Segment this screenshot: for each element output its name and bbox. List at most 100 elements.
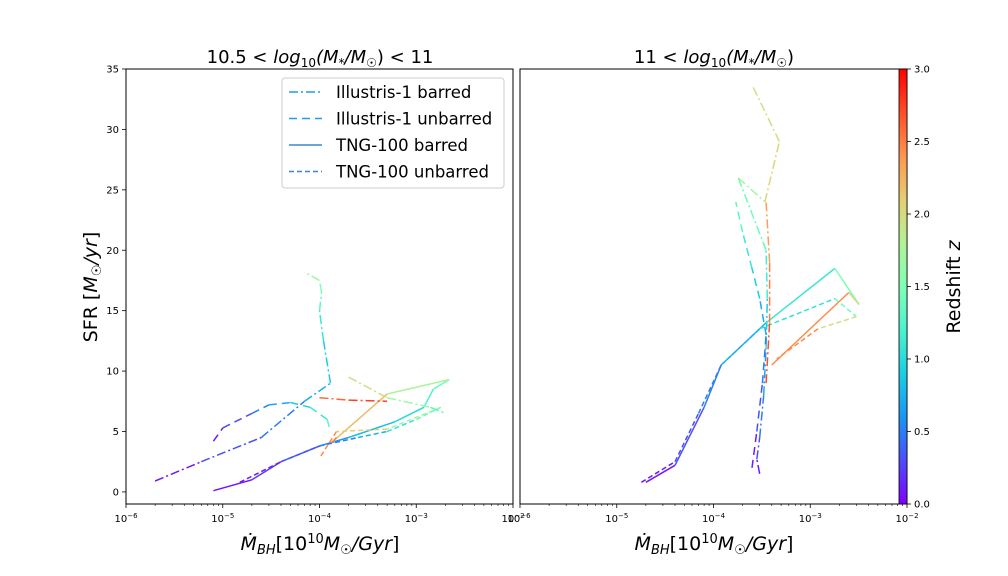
right-axes-frame	[519, 68, 908, 505]
series-3-segment	[817, 315, 857, 330]
left-panel: 10.5 < log10(M*/M☉) < 11 05101520253035 …	[80, 47, 531, 558]
legend-label-1: Illustris-1 unbarred	[336, 110, 492, 129]
series-1-segment	[758, 298, 767, 335]
series-1-segment	[735, 201, 744, 233]
series-2-segment	[674, 406, 705, 466]
right-plot-lines	[641, 84, 860, 483]
series-3-segment	[697, 364, 722, 414]
series-2-segment	[348, 421, 396, 439]
series-0-segment	[304, 382, 331, 402]
series-2-segment	[213, 479, 253, 492]
series-0-segment	[756, 459, 761, 474]
x-tick-label: 10−4	[702, 512, 726, 525]
left-x-ticks: 10−6 10−5 10−4 10−3 10−210−6	[114, 504, 531, 525]
x-tick-label: 10−3	[799, 512, 822, 525]
series-2-segment	[432, 378, 450, 390]
series-1-segment	[761, 334, 767, 384]
series-3-segment	[674, 413, 700, 463]
y-tick-label: 35	[106, 65, 119, 76]
series-1-segment	[268, 401, 291, 406]
colorbar-tick-label: 1.5	[914, 282, 930, 293]
y-tick-label: 25	[106, 185, 119, 196]
x-tick-label: 10−4	[308, 512, 332, 525]
series-1-segment	[222, 412, 253, 429]
series-0-segment	[201, 436, 262, 463]
series-5-segment	[348, 376, 388, 399]
legend-box	[281, 77, 505, 189]
series-5-segment	[386, 396, 431, 409]
series-3-segment	[336, 428, 388, 433]
x-tick-label: 10−5	[211, 512, 234, 525]
series-0-segment	[765, 250, 769, 299]
series-0-segment	[318, 292, 323, 311]
series-2-segment	[645, 464, 676, 483]
series-2-segment	[394, 406, 425, 423]
colorbar-tick-label: 3.0	[914, 65, 930, 76]
series-0-segment	[318, 280, 323, 293]
series-3-segment	[776, 328, 819, 360]
series-1-segment	[212, 427, 224, 442]
x-tick-label: 10−3	[405, 512, 428, 525]
series-3-segment	[834, 298, 857, 318]
series-2-segment	[703, 364, 722, 408]
series-3-segment	[319, 436, 359, 447]
colorbar-tick-label: 2.5	[914, 137, 930, 148]
y-tick-label: 15	[106, 306, 119, 317]
x-tick-label: 10−6	[114, 512, 138, 525]
legend-label-2: TNG-100 barred	[335, 136, 468, 155]
series-0-segment	[756, 437, 761, 460]
series-2-segment	[386, 378, 450, 395]
series-0-segment	[322, 340, 332, 384]
series-0-segment	[304, 271, 320, 282]
x-tick-label-overlap: 10−6	[507, 512, 531, 525]
series-0-segment	[154, 461, 202, 482]
colorbar: 0.0 0.5 1.0 1.5 2.0 2.5 3.0 Redshift z	[898, 65, 965, 511]
series-3-segment	[357, 430, 388, 439]
series-1-segment	[751, 431, 758, 468]
series-4-segment	[319, 396, 349, 401]
colorbar-label: Redshift z	[943, 239, 965, 333]
series-3-segment	[759, 297, 836, 330]
series-1-segment	[741, 231, 753, 269]
series-2-segment	[834, 267, 860, 306]
colorbar-tick-label: 1.0	[914, 355, 930, 366]
series-3-segment	[720, 328, 761, 366]
legend: Illustris-1 barred Illustris-1 unbarred TN…	[281, 77, 505, 189]
series-2-segment	[848, 292, 860, 306]
series-2-segment	[330, 393, 388, 445]
y-tick-label: 30	[106, 125, 119, 136]
left-panel-title: 10.5 < log10(M*/M☉) < 11	[207, 47, 434, 70]
x-tick-label: 10−2	[501, 512, 524, 525]
colorbar-tick-label: 0.0	[914, 500, 930, 511]
series-4-segment	[348, 399, 388, 403]
series-1-segment	[326, 419, 332, 432]
series-3-segment	[318, 431, 338, 459]
x-tick-label: 10−2	[895, 512, 918, 525]
y-tick-label: 20	[106, 246, 119, 257]
series-3-segment	[280, 445, 320, 463]
series-3-segment	[415, 406, 442, 421]
series-0-segment	[762, 346, 767, 396]
y-tick-label: 0	[113, 487, 119, 498]
series-1-segment	[756, 383, 764, 432]
left-y-ticks: 0 5 10 15 20 25 30 35	[106, 65, 126, 498]
x-tick-label: 10−5	[605, 512, 628, 525]
series-2-segment	[319, 436, 349, 447]
right-panel: 11 < log10(M*/M☉) 10−5 10−4 10−3 10−2 ṀBH[1…	[519, 47, 919, 558]
y-tick-label: 5	[113, 427, 119, 438]
right-panel-title: 11 < log10(M*/M☉)	[634, 47, 794, 70]
series-3-segment	[386, 406, 442, 430]
series-2-segment	[765, 267, 836, 324]
left-x-axis-label: ṀBH[1010M☉/Gyr]	[241, 532, 400, 558]
series-0-segment	[751, 84, 781, 142]
left-plot-lines	[154, 271, 450, 492]
legend-label-0: Illustris-1 barred	[336, 83, 471, 102]
series-0-segment	[737, 177, 766, 203]
colorbar-gradient	[898, 68, 908, 505]
left-y-axis-label: SFR [M☉/yr]	[80, 232, 105, 343]
series-3-segment	[641, 461, 676, 483]
right-x-ticks: 10−5 10−4 10−3 10−2	[519, 504, 919, 525]
right-x-axis-label: ṀBH[1010M☉/Gyr]	[635, 532, 794, 558]
series-0-segment	[764, 141, 781, 203]
